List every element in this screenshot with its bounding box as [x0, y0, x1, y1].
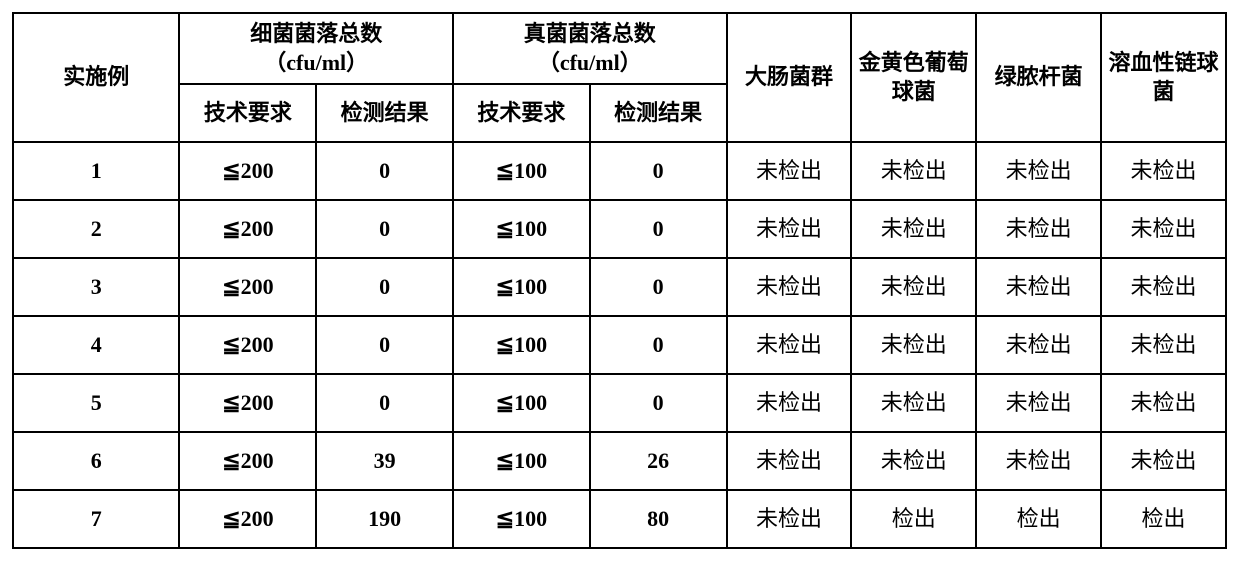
th-bacteria: 细菌菌落总数（cfu/ml）	[179, 13, 453, 84]
table-row: 7 ≦200 190 ≦100 80 未检出 检出 检出 检出	[13, 490, 1226, 548]
cell-bact-req: ≦200	[179, 200, 316, 258]
cell-pseudo: 未检出	[976, 258, 1101, 316]
cell-coliform: 未检出	[727, 432, 852, 490]
cell-pseudo: 未检出	[976, 374, 1101, 432]
cell-strep: 未检出	[1101, 432, 1226, 490]
cell-bact-req: ≦200	[179, 316, 316, 374]
cell-pseudo: 未检出	[976, 142, 1101, 200]
th-strep: 溶血性链球菌	[1101, 13, 1226, 142]
cell-bact-res: 0	[316, 258, 453, 316]
cell-strep: 未检出	[1101, 316, 1226, 374]
cell-bact-res: 0	[316, 374, 453, 432]
cell-strep: 未检出	[1101, 374, 1226, 432]
th-coliform: 大肠菌群	[727, 13, 852, 142]
microbio-results-table: 实施例 细菌菌落总数（cfu/ml） 真菌菌落总数（cfu/ml） 大肠菌群 金…	[12, 12, 1227, 549]
table-row: 3 ≦200 0 ≦100 0 未检出 未检出 未检出 未检出	[13, 258, 1226, 316]
cell-coliform: 未检出	[727, 490, 852, 548]
cell-bact-res: 0	[316, 142, 453, 200]
cell-id: 6	[13, 432, 179, 490]
cell-fungi-res: 0	[590, 374, 727, 432]
table-row: 2 ≦200 0 ≦100 0 未检出 未检出 未检出 未检出	[13, 200, 1226, 258]
th-staph: 金黄色葡萄球菌	[851, 13, 976, 142]
table-row: 5 ≦200 0 ≦100 0 未检出 未检出 未检出 未检出	[13, 374, 1226, 432]
cell-staph: 未检出	[851, 142, 976, 200]
cell-coliform: 未检出	[727, 142, 852, 200]
cell-staph: 未检出	[851, 258, 976, 316]
cell-bact-res: 0	[316, 200, 453, 258]
cell-strep: 检出	[1101, 490, 1226, 548]
table-row: 1 ≦200 0 ≦100 0 未检出 未检出 未检出 未检出	[13, 142, 1226, 200]
cell-id: 1	[13, 142, 179, 200]
cell-fungi-req: ≦100	[453, 316, 590, 374]
cell-staph: 检出	[851, 490, 976, 548]
cell-strep: 未检出	[1101, 142, 1226, 200]
cell-staph: 未检出	[851, 200, 976, 258]
cell-fungi-res: 0	[590, 258, 727, 316]
cell-bact-req: ≦200	[179, 258, 316, 316]
th-bact-req: 技术要求	[179, 84, 316, 142]
th-fungi: 真菌菌落总数（cfu/ml）	[453, 13, 727, 84]
cell-bact-req: ≦200	[179, 374, 316, 432]
th-bact-res: 检测结果	[316, 84, 453, 142]
cell-strep: 未检出	[1101, 200, 1226, 258]
table-body: 1 ≦200 0 ≦100 0 未检出 未检出 未检出 未检出 2 ≦200 0…	[13, 142, 1226, 548]
cell-pseudo: 未检出	[976, 200, 1101, 258]
cell-fungi-res: 0	[590, 200, 727, 258]
cell-id: 2	[13, 200, 179, 258]
cell-staph: 未检出	[851, 374, 976, 432]
th-example: 实施例	[13, 13, 179, 142]
cell-coliform: 未检出	[727, 316, 852, 374]
cell-bact-res: 39	[316, 432, 453, 490]
cell-fungi-res: 26	[590, 432, 727, 490]
th-pseudo: 绿脓杆菌	[976, 13, 1101, 142]
cell-staph: 未检出	[851, 432, 976, 490]
table-row: 4 ≦200 0 ≦100 0 未检出 未检出 未检出 未检出	[13, 316, 1226, 374]
cell-staph: 未检出	[851, 316, 976, 374]
cell-bact-req: ≦200	[179, 142, 316, 200]
cell-bact-req: ≦200	[179, 432, 316, 490]
cell-fungi-req: ≦100	[453, 200, 590, 258]
cell-fungi-req: ≦100	[453, 490, 590, 548]
cell-coliform: 未检出	[727, 200, 852, 258]
cell-fungi-res: 80	[590, 490, 727, 548]
th-fungi-req: 技术要求	[453, 84, 590, 142]
table-header: 实施例 细菌菌落总数（cfu/ml） 真菌菌落总数（cfu/ml） 大肠菌群 金…	[13, 13, 1226, 142]
cell-fungi-req: ≦100	[453, 258, 590, 316]
cell-id: 3	[13, 258, 179, 316]
cell-bact-req: ≦200	[179, 490, 316, 548]
th-fungi-res: 检测结果	[590, 84, 727, 142]
cell-id: 5	[13, 374, 179, 432]
cell-pseudo: 检出	[976, 490, 1101, 548]
cell-fungi-req: ≦100	[453, 142, 590, 200]
cell-coliform: 未检出	[727, 258, 852, 316]
cell-id: 7	[13, 490, 179, 548]
cell-fungi-req: ≦100	[453, 432, 590, 490]
cell-pseudo: 未检出	[976, 316, 1101, 374]
cell-fungi-res: 0	[590, 316, 727, 374]
cell-strep: 未检出	[1101, 258, 1226, 316]
table-row: 6 ≦200 39 ≦100 26 未检出 未检出 未检出 未检出	[13, 432, 1226, 490]
cell-coliform: 未检出	[727, 374, 852, 432]
cell-bact-res: 0	[316, 316, 453, 374]
cell-id: 4	[13, 316, 179, 374]
cell-pseudo: 未检出	[976, 432, 1101, 490]
cell-fungi-req: ≦100	[453, 374, 590, 432]
cell-bact-res: 190	[316, 490, 453, 548]
cell-fungi-res: 0	[590, 142, 727, 200]
